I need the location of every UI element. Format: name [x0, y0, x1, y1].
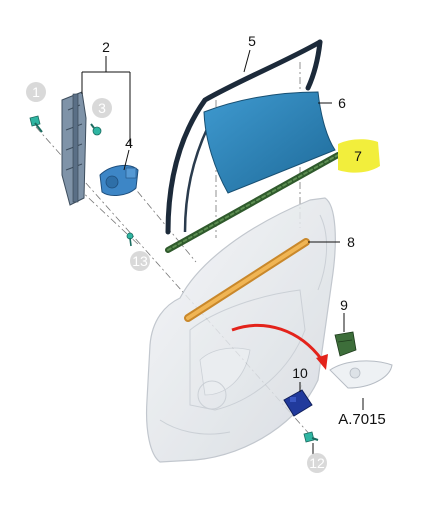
callout-2: 2: [102, 39, 110, 55]
door-glass: [203, 91, 336, 194]
belt-moulding-outer: [165, 152, 341, 253]
door-inner-panel: [145, 197, 336, 463]
callout-12: 12: [309, 455, 325, 471]
callout-leader-lines: [81, 49, 364, 455]
callout-13: 13: [132, 253, 148, 269]
callout-10: 10: [292, 365, 308, 381]
callout-1: 1: [32, 84, 40, 100]
faded-callout-markers: [26, 82, 327, 473]
bolt-icon: [29, 115, 43, 133]
window-regulator: [61, 91, 87, 206]
bolt-icon: [303, 431, 319, 443]
belt-seal-inner: [184, 238, 310, 322]
callout-9: 9: [340, 297, 348, 313]
callout-5: 5: [248, 33, 256, 49]
callout-4: 4: [125, 135, 133, 151]
callout-3: 3: [98, 100, 106, 116]
regulator-motor: [99, 164, 139, 196]
callout-8: 8: [347, 234, 355, 250]
highlight-marker: [338, 139, 380, 173]
reference-part-plate: [329, 360, 393, 389]
red-detail-arrow: [231, 323, 328, 370]
callout-7: 7: [354, 148, 362, 164]
screw-icon: [90, 123, 102, 136]
door-control-module: [283, 389, 313, 417]
reference-label: A.7015: [338, 411, 386, 428]
screw-icon: [126, 232, 134, 247]
callout-6: 6: [338, 95, 346, 111]
clip-icon: [334, 331, 357, 357]
